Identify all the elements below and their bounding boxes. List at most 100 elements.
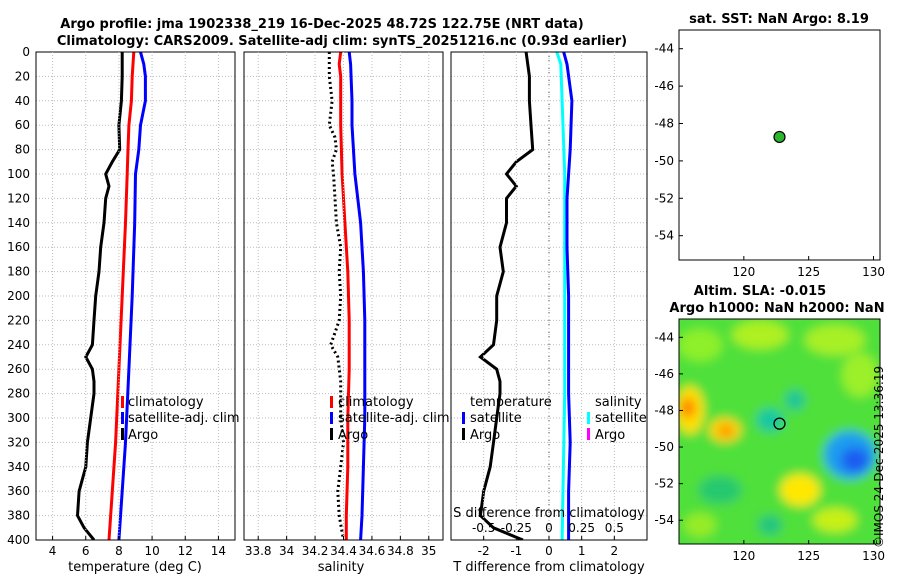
x-tick-label: 35 xyxy=(421,544,436,558)
y-tick-label: 140 xyxy=(7,216,30,230)
y-tick-label: 360 xyxy=(7,484,30,498)
x-tick-label: -1 xyxy=(510,544,522,558)
sla-blob xyxy=(805,325,865,355)
legend-swatch-s-argo xyxy=(587,428,590,440)
sla-blob xyxy=(785,390,805,410)
sla-blob xyxy=(841,448,869,472)
temperature-xlabel: temperature (deg C) xyxy=(68,560,202,575)
sla-map-title-1: Altim. SLA: -0.015 xyxy=(694,284,826,299)
y-tick-label: -52 xyxy=(654,477,674,491)
x-tick-label: 0 xyxy=(545,544,553,558)
sla-blob xyxy=(780,474,820,506)
difference-top-xlabel: S difference from climatology xyxy=(453,506,645,521)
sla-blob xyxy=(813,508,857,532)
y-tick-label: -44 xyxy=(654,330,674,344)
temperature-climatology-line xyxy=(107,52,136,540)
y-tick-label: 280 xyxy=(7,387,30,401)
sla-map-panel: Altim. SLA: -0.015 Argo h1000: NaN h2000… xyxy=(654,284,885,563)
y-tick-label: 300 xyxy=(7,411,30,425)
salinity-satellite-line xyxy=(347,52,367,540)
x-tick-label: 125 xyxy=(797,549,820,563)
sla-map-axes-box xyxy=(678,318,881,545)
x-tick-label: 33.8 xyxy=(245,544,272,558)
legend-swatch-satellite xyxy=(121,412,124,424)
y-tick-label: -50 xyxy=(654,440,674,454)
x-tick-label: 6 xyxy=(82,544,90,558)
sst-map-title: sat. SST: NaN Argo: 8.19 xyxy=(689,12,869,27)
legend-label-satellite: satellite-adj. clim xyxy=(128,411,240,426)
legend-label-s-argo: Argo xyxy=(595,428,625,443)
x-tick-label: -2 xyxy=(478,544,490,558)
sla-blob xyxy=(681,398,695,418)
y-tick-label: 120 xyxy=(7,191,30,205)
y-tick-label: -54 xyxy=(654,229,674,243)
y-tick-label: 260 xyxy=(7,362,30,376)
x-tick-label: 34.4 xyxy=(330,544,357,558)
x-tick-label: 4 xyxy=(49,544,57,558)
x-tick-label: 130 xyxy=(862,549,885,563)
x-tick-label: 34.8 xyxy=(387,544,414,558)
y-tick-label: -52 xyxy=(654,191,674,205)
x-tick-label: -0.5 xyxy=(472,521,495,535)
salinity-legend: climatology satellite-adj. clim Argo xyxy=(330,395,450,443)
x-tick-label: 14 xyxy=(211,544,226,558)
legend-label-t-argo: Argo xyxy=(470,428,500,443)
difference-legend: temperature satellite Argo salinity sate… xyxy=(462,395,647,443)
y-tick-label: 200 xyxy=(7,289,30,303)
y-tick-label: 160 xyxy=(7,240,30,254)
salinity-panel: 33.8 34 34.2 34.4 34.6 34.8 35 salinity climat… xyxy=(243,51,450,575)
legend-label-argo: Argo xyxy=(128,428,158,443)
y-tick-label: 240 xyxy=(7,338,30,352)
x-tick-label: 120 xyxy=(732,549,755,563)
sla-blob xyxy=(732,321,788,349)
argo-location-marker xyxy=(773,130,786,144)
y-tick-label: 320 xyxy=(7,435,30,449)
x-tick-label: 2 xyxy=(611,544,619,558)
t-satellite-diff-line xyxy=(562,52,574,540)
sla-blob xyxy=(756,408,784,432)
sla-blob xyxy=(679,329,722,361)
x-tick-label: 8 xyxy=(115,544,123,558)
temperature-satellite-line xyxy=(117,52,147,540)
y-tick-label: -46 xyxy=(654,79,674,93)
imos-timestamp: ©IMOS 24-Dec-2025 13:36:19 xyxy=(872,365,886,548)
y-tick-label: 60 xyxy=(15,118,30,132)
sla-blob xyxy=(758,515,782,535)
y-tick-label: -48 xyxy=(654,403,674,417)
legend-label-s-satellite: satellite xyxy=(595,411,647,426)
x-tick-label: 34.6 xyxy=(359,544,386,558)
salinity-xlabel: salinity xyxy=(318,560,365,575)
y-tick-label: -46 xyxy=(654,367,674,381)
legend-swatch-satellite xyxy=(330,412,333,424)
legend-swatch-climatology xyxy=(121,396,124,408)
difference-xlabel: T difference from climatology xyxy=(452,560,645,575)
y-tick-label: -44 xyxy=(654,42,674,56)
legend-label-argo: Argo xyxy=(338,428,368,443)
x-tick-label: 1 xyxy=(578,544,586,558)
x-tick-label: -0.25 xyxy=(501,521,532,535)
legend-swatch-argo xyxy=(330,428,333,440)
salinity-climatology-line xyxy=(337,52,351,540)
title-line-1: Argo profile: jma 1902338_219 16-Dec-202… xyxy=(60,17,583,32)
sla-blob xyxy=(684,513,716,537)
x-tick-label: 0 xyxy=(545,521,553,535)
x-tick-label: 34.2 xyxy=(302,544,329,558)
argo-location-marker xyxy=(773,417,786,430)
x-tick-label: 0.25 xyxy=(568,521,595,535)
sla-map-title-2: Argo h1000: NaN h2000: NaN xyxy=(669,301,884,316)
x-tick-label: 10 xyxy=(144,544,159,558)
y-tick-label: 100 xyxy=(7,167,30,181)
x-tick-label: 125 xyxy=(797,265,820,279)
y-tick-label: 220 xyxy=(7,313,30,327)
x-tick-label: 12 xyxy=(178,544,193,558)
s-satellite-diff-line xyxy=(555,52,567,540)
temperature-legend: climatology satellite-adj. clim Argo xyxy=(121,395,240,443)
legend-swatch-s-satellite xyxy=(587,412,590,424)
sla-heatmap-field xyxy=(679,319,880,544)
y-tick-label: -48 xyxy=(654,116,674,130)
title-line-2: Climatology: CARS2009. Satellite-adj cli… xyxy=(57,34,627,49)
legend-label-climatology: climatology xyxy=(338,395,414,410)
y-tick-label: 20 xyxy=(15,69,30,83)
legend-swatch-climatology xyxy=(330,396,333,408)
x-tick-label: 34 xyxy=(279,544,294,558)
